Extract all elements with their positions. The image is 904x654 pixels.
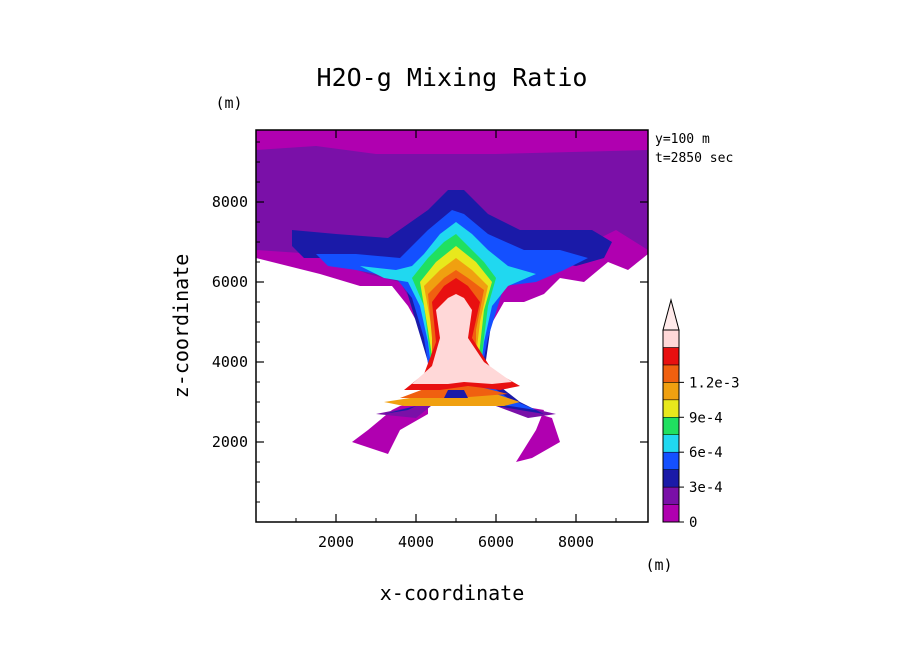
annotation-t: t=2850 sec <box>655 151 733 166</box>
colorbar-frame <box>662 329 680 523</box>
colorbar-swatch <box>662 504 680 523</box>
colorbar-swatch <box>662 364 680 383</box>
colorbar-tick-label: 9e-4 <box>689 410 723 426</box>
y-tick-label: 2000 <box>212 433 248 451</box>
x-tick-label: 4000 <box>398 533 434 551</box>
colorbar-swatch <box>662 469 680 488</box>
y-unit-label: (m) <box>215 94 242 112</box>
colorbar-extend-arrow <box>662 298 680 331</box>
plot-frame <box>255 129 649 523</box>
colorbar-swatch <box>662 434 680 453</box>
colorbar-tick-label: 0 <box>689 515 697 531</box>
colorbar-swatch <box>662 486 680 505</box>
y-tick-label: 4000 <box>212 353 248 371</box>
colorbar-swatch <box>662 399 680 418</box>
colorbar-swatch <box>662 382 680 401</box>
colorbar-swatch <box>662 329 680 348</box>
y-ticks: 2000 4000 6000 8000 <box>212 141 648 503</box>
y-tick-label: 8000 <box>212 193 248 211</box>
contour-band-10 <box>412 294 512 384</box>
colorbar-tick-label: 1.2e-3 <box>689 375 740 391</box>
y-axis-label: z-coordinate <box>169 254 193 399</box>
x-tick-label: 2000 <box>318 533 354 551</box>
colorbar-tick-label: 3e-4 <box>689 480 723 496</box>
plot-area: 2000 4000 6000 8000 2000 4000 6000 8000 <box>212 129 649 551</box>
x-unit-label: (m) <box>645 556 672 574</box>
colorbar-tick-label: 6e-4 <box>689 445 723 461</box>
contour-layers <box>256 130 648 462</box>
colorbar-swatch <box>662 417 680 435</box>
x-ticks: 2000 4000 6000 8000 <box>295 130 617 551</box>
colorbar: 0 3e-4 6e-4 9e-4 1.2e-3 <box>662 298 740 531</box>
chart-title: H2O-g Mixing Ratio <box>317 63 588 92</box>
x-axis-label: x-coordinate <box>380 581 525 605</box>
contour-band-core-base <box>444 390 468 398</box>
x-tick-label: 8000 <box>558 533 594 551</box>
y-tick-label: 6000 <box>212 273 248 291</box>
colorbar-swatch <box>662 451 680 470</box>
annotation-y: y=100 m <box>655 132 710 147</box>
x-tick-label: 6000 <box>478 533 514 551</box>
colorbar-swatch <box>662 347 680 366</box>
